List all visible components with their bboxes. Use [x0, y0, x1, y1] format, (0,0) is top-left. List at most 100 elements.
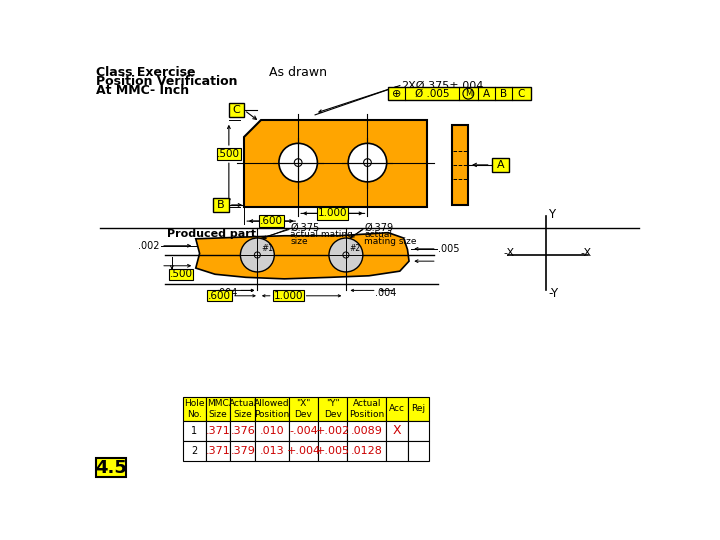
- Bar: [318, 397, 348, 421]
- Bar: [348, 441, 386, 461]
- Text: .002: .002: [138, 241, 160, 251]
- Text: Produced part: Produced part: [167, 229, 256, 239]
- Bar: [289, 441, 318, 461]
- Text: -X: -X: [504, 248, 515, 258]
- Text: .013: .013: [260, 446, 284, 456]
- Text: .0089: .0089: [351, 426, 382, 436]
- Text: +.004: +.004: [287, 446, 320, 456]
- Bar: [388, 87, 531, 100]
- Text: Position Verification: Position Verification: [96, 75, 237, 88]
- Text: Rej: Rej: [411, 404, 426, 414]
- Bar: [255, 421, 289, 441]
- Bar: [230, 397, 255, 421]
- Polygon shape: [244, 120, 427, 207]
- Text: 1.000: 1.000: [318, 208, 348, 218]
- Circle shape: [240, 238, 274, 272]
- Bar: [318, 441, 348, 461]
- Bar: [213, 198, 229, 212]
- Text: .005: .005: [438, 244, 460, 254]
- Text: .500: .500: [217, 149, 240, 159]
- Bar: [452, 125, 467, 205]
- Bar: [255, 441, 289, 461]
- Circle shape: [279, 143, 318, 182]
- Bar: [273, 291, 304, 301]
- Text: +.005: +.005: [316, 446, 350, 456]
- Text: .010: .010: [260, 426, 284, 436]
- Text: Ø .005: Ø .005: [415, 89, 449, 99]
- Text: #2: #2: [350, 244, 361, 253]
- Text: 2XØ.375±.004: 2XØ.375±.004: [401, 80, 484, 91]
- Text: Ø.375: Ø.375: [290, 223, 320, 233]
- Bar: [492, 158, 509, 172]
- Text: Acc: Acc: [389, 404, 405, 414]
- Bar: [386, 441, 408, 461]
- Text: At MMC- Inch: At MMC- Inch: [96, 84, 189, 98]
- Circle shape: [329, 238, 363, 272]
- Text: -.004: -.004: [289, 426, 318, 436]
- Text: 1.000: 1.000: [274, 291, 303, 301]
- Bar: [230, 441, 255, 461]
- Text: "Y"
Dev: "Y" Dev: [324, 399, 342, 418]
- Text: .371: .371: [206, 446, 230, 456]
- Text: C: C: [233, 105, 240, 115]
- Text: MMC
Size: MMC Size: [207, 399, 229, 418]
- Text: .500: .500: [170, 269, 193, 279]
- Bar: [318, 207, 348, 220]
- Text: C: C: [517, 89, 524, 99]
- Text: .0128: .0128: [351, 446, 382, 456]
- Bar: [183, 421, 206, 441]
- Bar: [408, 397, 429, 421]
- Text: 1: 1: [191, 426, 197, 436]
- Text: A: A: [497, 160, 505, 170]
- Text: Class Exercise: Class Exercise: [96, 66, 195, 79]
- Text: Actual
Position: Actual Position: [349, 399, 384, 418]
- Bar: [207, 291, 232, 301]
- Text: B: B: [217, 200, 225, 210]
- Bar: [206, 441, 230, 461]
- Text: actual mating: actual mating: [290, 231, 354, 239]
- Bar: [386, 421, 408, 441]
- Bar: [96, 458, 127, 477]
- Text: mating size: mating size: [364, 238, 417, 246]
- Text: size: size: [290, 238, 308, 246]
- Polygon shape: [196, 233, 409, 279]
- Bar: [348, 421, 386, 441]
- Text: actual: actual: [364, 231, 392, 239]
- Text: +.002: +.002: [316, 426, 350, 436]
- Bar: [318, 421, 348, 441]
- Text: Allowed
Position: Allowed Position: [254, 399, 289, 418]
- Circle shape: [348, 143, 387, 182]
- Text: .600: .600: [208, 291, 231, 301]
- Bar: [206, 397, 230, 421]
- Text: Actual
Size: Actual Size: [228, 399, 257, 418]
- Bar: [289, 397, 318, 421]
- Text: .004: .004: [375, 288, 397, 298]
- Text: Ø.379: Ø.379: [364, 223, 394, 233]
- Text: .004: .004: [216, 288, 237, 298]
- Text: -Y: -Y: [549, 287, 559, 300]
- Text: .379: .379: [230, 446, 255, 456]
- Text: #1: #1: [261, 244, 274, 253]
- Text: 2: 2: [191, 446, 197, 456]
- Text: As drawn: As drawn: [269, 66, 327, 79]
- Bar: [230, 421, 255, 441]
- Text: Hole
No.: Hole No.: [184, 399, 204, 418]
- Text: -X: -X: [580, 248, 591, 258]
- Bar: [183, 397, 206, 421]
- Text: ⊕: ⊕: [392, 89, 402, 99]
- Text: A: A: [483, 89, 490, 99]
- Bar: [217, 148, 241, 160]
- Bar: [255, 397, 289, 421]
- Text: .376: .376: [230, 426, 255, 436]
- Text: X: X: [392, 424, 401, 437]
- Text: B: B: [500, 89, 508, 99]
- Text: .600: .600: [260, 216, 283, 226]
- Bar: [408, 441, 429, 461]
- Bar: [348, 397, 386, 421]
- Text: .371: .371: [206, 426, 230, 436]
- Bar: [386, 397, 408, 421]
- Bar: [408, 421, 429, 441]
- Text: 4.5: 4.5: [95, 458, 127, 476]
- Bar: [259, 215, 284, 227]
- Text: Y: Y: [549, 208, 556, 221]
